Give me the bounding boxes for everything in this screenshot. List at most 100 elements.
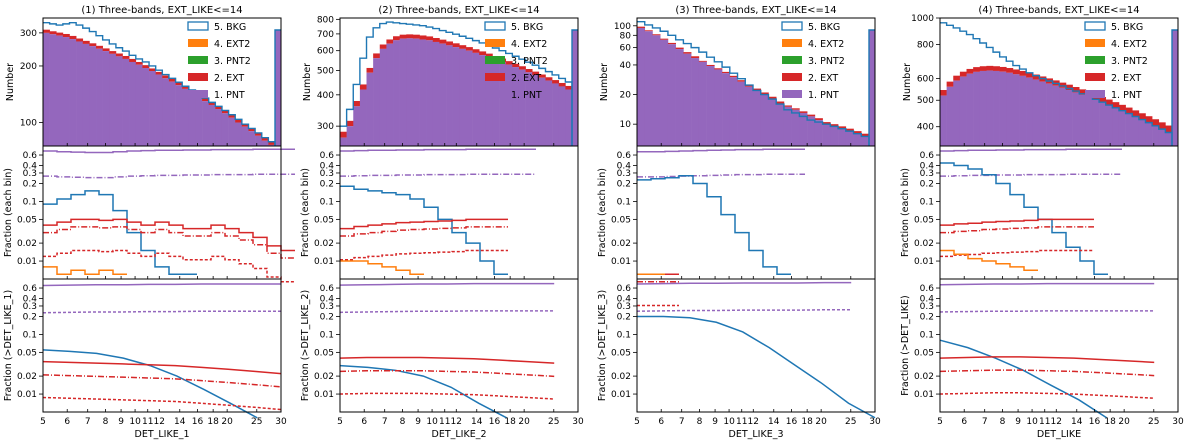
ext-cumulative-dashed-line <box>339 392 555 400</box>
x-tick-label: 16 <box>489 417 501 427</box>
ext-bar <box>56 32 64 36</box>
y-tick-label: 0.2 <box>23 312 37 322</box>
axes-frame <box>339 145 579 280</box>
ext-bar <box>1158 122 1166 130</box>
y-tick-label: 800 <box>917 40 934 50</box>
pnt-bar <box>993 70 1000 146</box>
legend-swatch <box>485 73 505 81</box>
ext-bar <box>532 71 540 75</box>
pnt-bar <box>122 58 130 146</box>
ext-bar <box>102 48 110 52</box>
y-tick-label: 0.2 <box>617 179 631 189</box>
pnt-bar <box>359 89 367 146</box>
pnt-bar <box>1072 92 1080 146</box>
ext-bar <box>986 65 994 71</box>
pnt-bar <box>799 112 808 146</box>
legend-swatch <box>782 56 802 64</box>
legend-label: 3. PNT2 <box>1111 56 1148 67</box>
bkg-cumulative-line <box>339 364 507 419</box>
ext-bar <box>261 137 269 141</box>
ext-bar <box>999 66 1007 72</box>
ext-bar <box>552 80 560 84</box>
ext-bar <box>652 34 661 36</box>
y-tick-label: 0.05 <box>17 215 37 225</box>
pnt-bar <box>268 144 276 146</box>
ext-bar <box>667 42 676 45</box>
y-tick-label: 0.1 <box>617 330 631 340</box>
pnt-bar <box>452 47 460 146</box>
y-tick-label: 0.1 <box>320 197 334 207</box>
pnt-bar <box>698 61 707 146</box>
legend-label: 4. EXT2 <box>511 39 547 50</box>
ext-bar <box>353 100 361 107</box>
y-axis-label: Number <box>599 63 610 101</box>
pnt-bar <box>783 106 792 146</box>
x-tick-label: 11 <box>1039 417 1050 427</box>
pnt-bar <box>722 73 731 146</box>
ext-bar <box>822 122 831 125</box>
ext2-fraction-line <box>340 260 424 276</box>
pnt-fraction-dashdot-line <box>43 173 295 179</box>
y-tick-label: 60 <box>620 44 632 54</box>
ext-bar <box>346 120 354 127</box>
ext-bar <box>215 106 223 110</box>
ext-bar <box>208 102 216 105</box>
ext-bar <box>122 55 130 59</box>
pnt-bar <box>1092 100 1100 146</box>
x-tick-label: 20 <box>221 417 233 427</box>
y-tick-label: 0.2 <box>320 179 334 189</box>
x-tick-label: 16 <box>786 417 798 427</box>
y-tick-label: 700 <box>317 30 334 40</box>
x-tick-label: 11 <box>142 417 153 427</box>
ext-bar <box>472 49 480 53</box>
pnt-bar <box>1059 87 1067 146</box>
pnt-bar <box>346 126 354 146</box>
ext-bar <box>722 71 731 74</box>
x-tick-label: 12 <box>748 417 759 427</box>
pnt-bar <box>940 95 947 146</box>
y-tick-label: 0.3 <box>617 169 631 179</box>
pnt-overflow-bar <box>572 30 578 146</box>
ext-bar <box>432 38 440 42</box>
pnt-bar <box>706 66 715 146</box>
ext-bar <box>366 67 374 73</box>
pnt-bar <box>1165 132 1173 146</box>
bkg-step-line <box>637 21 870 146</box>
x-tick-label: 30 <box>869 417 881 427</box>
pnt-bar <box>953 80 961 146</box>
pnt-cumulative-dashed-line <box>42 310 281 314</box>
ext-bar <box>791 108 800 110</box>
x-tick-label: 25 <box>1148 417 1159 427</box>
ext-bar <box>175 82 183 86</box>
y-tick-label: 0.02 <box>17 372 37 382</box>
pnt-bar <box>830 126 839 146</box>
pnt-bar <box>162 78 170 146</box>
ext-fraction-dashdot-line <box>940 226 1094 234</box>
x-axis-label: DET_LIKE_1 <box>135 429 190 440</box>
legend-label: 1. PNT <box>511 90 542 101</box>
pnt-bar <box>195 96 203 146</box>
pnt-bar <box>76 41 84 146</box>
y-tick-label: 0.02 <box>17 239 37 249</box>
y-axis-label: Fraction (>DET_LIKE) <box>900 295 911 396</box>
pnt-bar <box>135 64 143 146</box>
bkg-fraction-line <box>340 185 508 276</box>
x-tick-label: 12 <box>1051 417 1062 427</box>
ext-bar <box>228 114 236 118</box>
ext-bar <box>1145 116 1153 123</box>
legend-swatch <box>485 39 505 47</box>
pnt-cumulative-dashed-line <box>636 309 852 312</box>
y-tick-label: 80 <box>620 31 632 41</box>
legend-label: 5. BKG <box>511 22 543 33</box>
x-tick-label: 30 <box>572 417 584 427</box>
pnt-bar <box>1085 97 1093 146</box>
y-tick-label: 0.2 <box>320 312 334 322</box>
ext-bar <box>691 56 700 59</box>
ext-bar <box>479 51 487 56</box>
pnt-bar <box>149 71 156 146</box>
x-tick-label: 18 <box>1104 417 1116 427</box>
ext-fraction-dashed-line <box>43 249 295 283</box>
x-tick-label: 10 <box>1026 417 1038 427</box>
pnt-bar <box>43 32 50 146</box>
panel-title: (3) Three-bands, EXT_LIKE<=14 <box>675 5 836 16</box>
